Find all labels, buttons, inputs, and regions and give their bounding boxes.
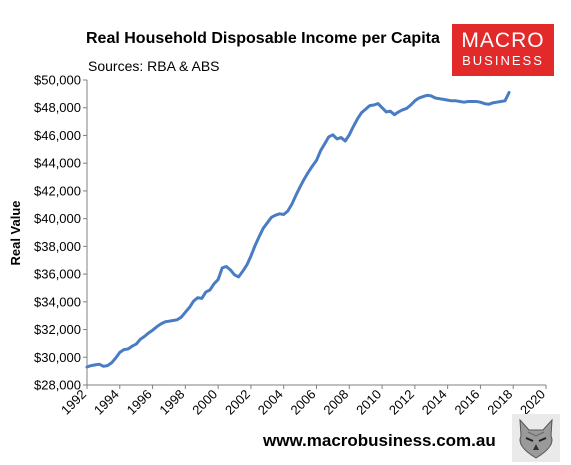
x-tick-label: 2014 [419, 387, 450, 418]
y-tick-label: $48,000 [34, 100, 81, 115]
x-tick-label: 2020 [517, 387, 548, 418]
x-tick-label: 2006 [288, 387, 319, 418]
wolf-head-icon [512, 414, 560, 462]
website-url: www.macrobusiness.com.au [263, 431, 496, 450]
x-tick-label: 1996 [124, 387, 155, 418]
x-tick-label: 2016 [451, 387, 482, 418]
x-tick-label: 1998 [156, 387, 187, 418]
x-tick-label: 2010 [353, 387, 384, 418]
x-tick-label: 2008 [320, 387, 351, 418]
y-tick-label: $42,000 [34, 183, 81, 198]
chart-series [85, 91, 511, 369]
y-tick-label: $34,000 [34, 294, 81, 309]
logo-text-top: MACRO [461, 29, 545, 52]
y-tick-label: $32,000 [34, 322, 81, 337]
logo-text-bottom: BUSINESS [462, 53, 544, 68]
x-tick-label: 1994 [91, 387, 122, 418]
y-axis-label: Real Value [8, 200, 23, 265]
x-tick-label: 2004 [255, 387, 286, 418]
y-tick-label: $50,000 [34, 73, 81, 88]
chart-title: Real Household Disposable Income per Cap… [86, 30, 440, 47]
series-line [85, 91, 511, 369]
y-tick-label: $44,000 [34, 156, 81, 171]
chart-ticks: $28,000 $30,000 $32,000 $34,000 $36,000 $38,0… [34, 73, 548, 418]
chart-subtitle: Sources: RBA & ABS [88, 58, 220, 74]
y-tick-label: $28,000 [34, 378, 81, 393]
macrobusiness-logo: MACRO BUSINESS [452, 24, 554, 76]
chart-axes [86, 80, 546, 386]
x-tick-label: 2000 [189, 387, 220, 418]
x-tick-label: 2018 [484, 387, 515, 418]
y-tick-label: $46,000 [34, 128, 81, 143]
x-tick-label: 2012 [386, 387, 417, 418]
y-tick-label: $36,000 [34, 267, 81, 282]
y-tick-label: $38,000 [34, 239, 81, 254]
y-tick-label: $30,000 [34, 350, 81, 365]
x-tick-label: 2002 [222, 387, 253, 418]
y-tick-label: $40,000 [34, 211, 81, 226]
